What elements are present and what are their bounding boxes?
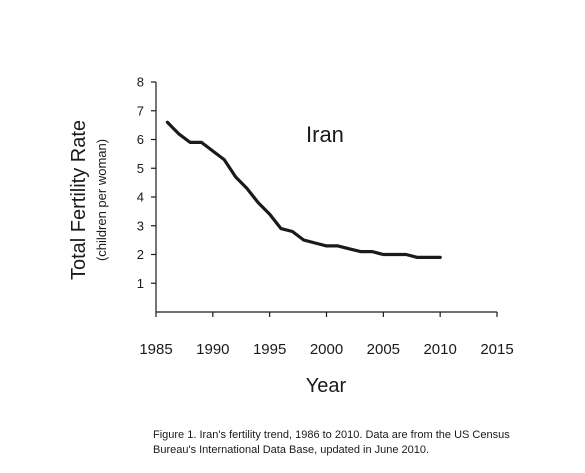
caption-line-1: Figure 1. Iran's fertility trend, 1986 t… <box>153 428 573 443</box>
series-line-0 <box>167 122 440 257</box>
y-tick-label-2: 2 <box>137 247 144 262</box>
x-tick-label-2015: 2015 <box>480 341 513 358</box>
y-axis-subtitle: (children per woman) <box>94 139 109 261</box>
series-label: Iran <box>306 122 344 147</box>
series-group <box>167 122 440 257</box>
x-axis: 1985 1990 1995 2000 2005 2010 2015 <box>139 312 513 358</box>
y-axis: 1 2 3 4 5 6 7 8 <box>137 75 156 313</box>
y-tick-label-6: 6 <box>137 132 144 147</box>
y-tick-label-4: 4 <box>137 190 144 205</box>
y-axis-title: Total Fertility Rate <box>68 120 90 280</box>
y-tick-label-3: 3 <box>137 218 144 233</box>
x-tick-label-1990: 1990 <box>196 341 229 358</box>
figure-caption: Figure 1. Iran's fertility trend, 1986 t… <box>153 428 573 458</box>
x-axis-title: Year <box>306 375 347 397</box>
y-tick-label-1: 1 <box>137 276 144 291</box>
caption-line-2: Bureau's International Data Base, update… <box>153 443 573 458</box>
x-tick-label-1985: 1985 <box>139 341 172 358</box>
y-axis-title-group: Total Fertility Rate <box>68 120 90 280</box>
y-tick-label-7: 7 <box>137 103 144 118</box>
y-tick-label-8: 8 <box>137 75 144 90</box>
y-axis-subtitle-group: (children per woman) <box>94 139 109 261</box>
x-tick-label-2005: 2005 <box>367 341 400 358</box>
x-tick-label-2010: 2010 <box>423 341 456 358</box>
x-tick-label-2000: 2000 <box>310 341 343 358</box>
y-tick-label-5: 5 <box>137 161 144 176</box>
x-tick-label-1995: 1995 <box>253 341 286 358</box>
